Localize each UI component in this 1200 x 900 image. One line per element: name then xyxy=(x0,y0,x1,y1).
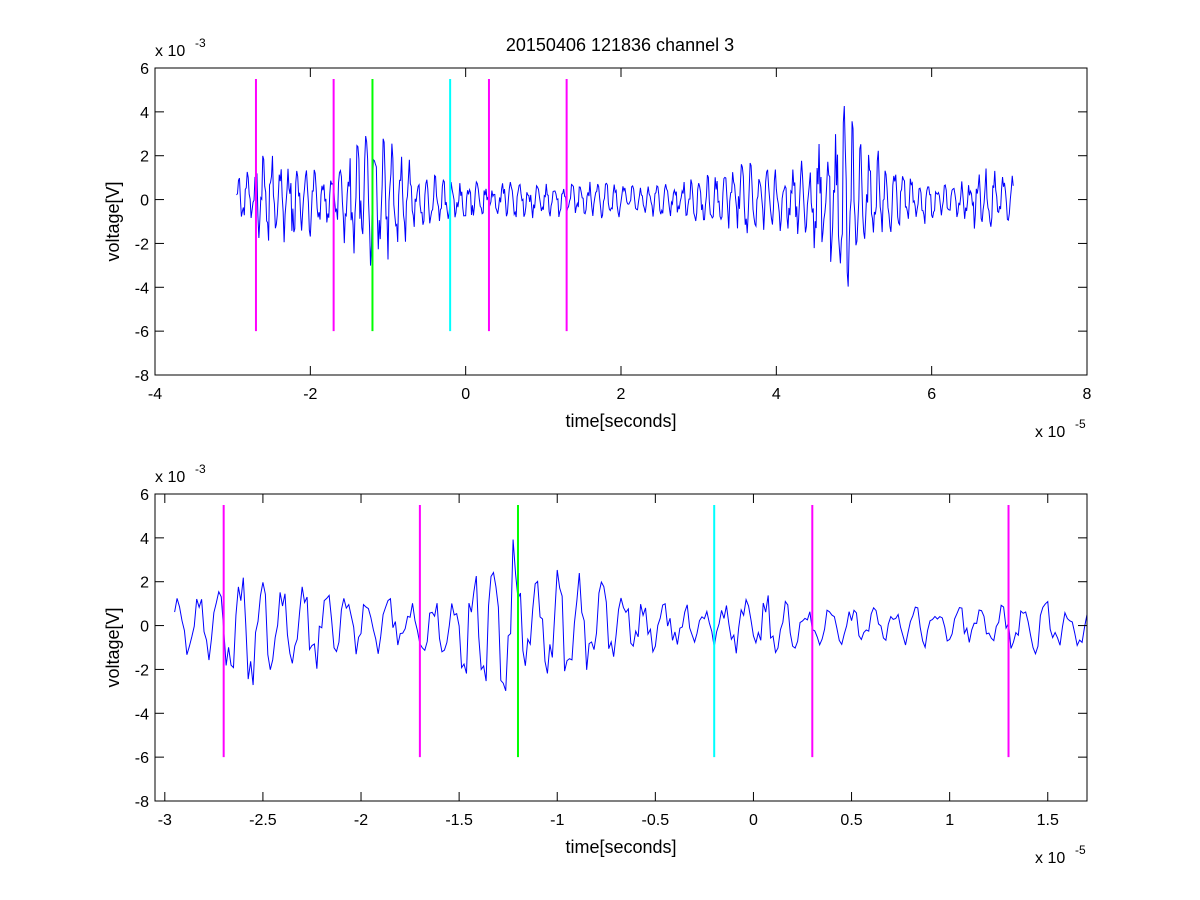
x-tick-label: -1 xyxy=(550,812,564,829)
x-tick-label: 4 xyxy=(772,386,781,403)
x-tick-label: 8 xyxy=(1083,386,1092,403)
y-exponent: -3 xyxy=(195,462,206,476)
x-tick-label: 1 xyxy=(945,812,954,829)
x-axis-label: time[seconds] xyxy=(565,837,676,857)
top-chart: -4 -2 0 2 4 6 8 -8 -6 -4 -2 0 2 4 6 time[seconds] voltag… xyxy=(103,36,1092,441)
y-tick-label: -8 xyxy=(135,794,149,811)
x-axis-label: time[seconds] xyxy=(565,411,676,431)
x-tick-label: 1.5 xyxy=(1037,812,1059,829)
y-tick-label: 0 xyxy=(140,619,149,636)
x-exponent: -5 xyxy=(1075,843,1086,857)
x-tick-label: -2 xyxy=(303,386,317,403)
y-tick-label: 2 xyxy=(140,149,149,166)
x-tick-label: 2 xyxy=(617,386,626,403)
y-tick-label: -2 xyxy=(135,662,149,679)
y-axis-label: voltage[V] xyxy=(103,607,123,687)
y-tick-label: 6 xyxy=(140,61,149,78)
x-tick-label: -3 xyxy=(158,812,172,829)
figure-title: 20150406 121836 channel 3 xyxy=(506,35,734,55)
y-tick-label: 2 xyxy=(140,575,149,592)
y-tick-label: -8 xyxy=(135,368,149,385)
x-tick-label: 0 xyxy=(461,386,470,403)
y-multiplier: x 10 xyxy=(155,43,185,60)
x-tick-label: -0.5 xyxy=(642,812,670,829)
y-tick-label: -6 xyxy=(135,324,149,341)
x-exponent: -5 xyxy=(1075,417,1086,431)
voltage-trace xyxy=(174,539,1088,691)
y-tick-label: -4 xyxy=(135,280,149,297)
axes-box xyxy=(154,493,1088,802)
x-tick-label: -4 xyxy=(148,386,162,403)
y-exponent: -3 xyxy=(195,36,206,50)
y-tick-label: -2 xyxy=(135,236,149,253)
y-tick-label: 4 xyxy=(140,531,149,548)
bottom-chart: -3 -2.5 -2 -1.5 -1 -0.5 0 0.5 1 1.5 -8 -6 -4 -2 0 2 4 6 ti… xyxy=(103,462,1088,867)
y-tick-label: -6 xyxy=(135,750,149,767)
y-multiplier: x 10 xyxy=(155,469,185,486)
x-tick-label: -2.5 xyxy=(249,812,277,829)
x-multiplier: x 10 xyxy=(1035,424,1065,441)
y-tick-label: 4 xyxy=(140,105,149,122)
x-tick-label: 0.5 xyxy=(840,812,862,829)
y-tick-label: -4 xyxy=(135,706,149,723)
x-tick-label: 0 xyxy=(749,812,758,829)
y-tick-label: 6 xyxy=(140,487,149,504)
x-tick-label: -2 xyxy=(354,812,368,829)
voltage-trace xyxy=(236,106,1014,287)
y-axis-label: voltage[V] xyxy=(103,181,123,261)
x-tick-label: 6 xyxy=(927,386,936,403)
y-tick-label: 0 xyxy=(140,193,149,210)
x-multiplier: x 10 xyxy=(1035,850,1065,867)
x-tick-label: -1.5 xyxy=(445,812,473,829)
